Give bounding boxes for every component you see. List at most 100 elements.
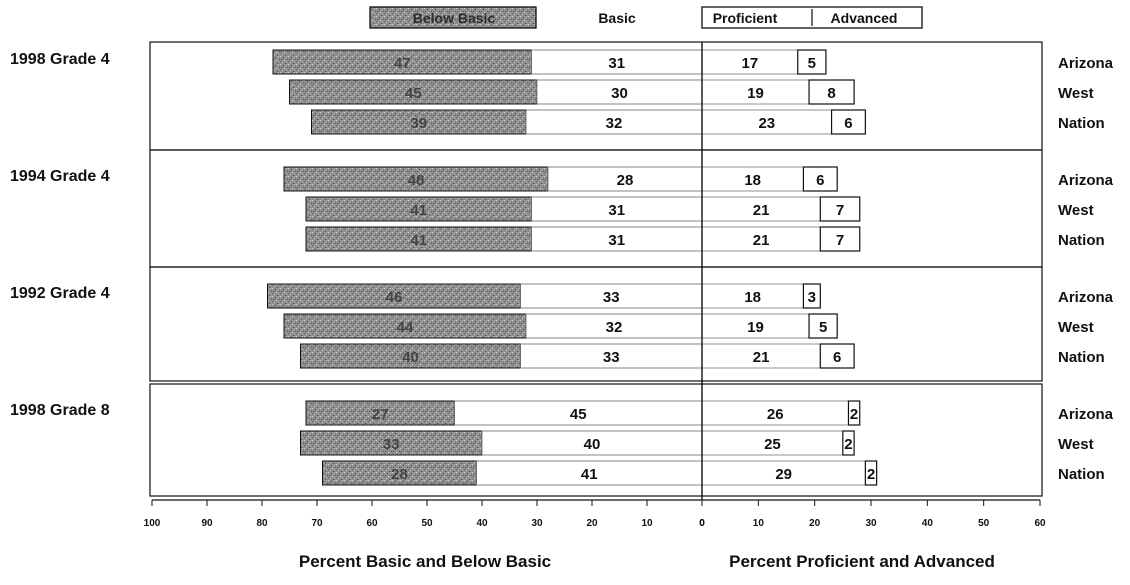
left-axis-tick-label: 90: [201, 518, 213, 529]
bar-basic: [536, 79, 703, 105]
bar-below-basic: [283, 166, 549, 192]
value-proficient: 29: [775, 466, 792, 483]
value-basic: 31: [608, 55, 625, 72]
bar-basic: [525, 313, 703, 339]
value-advanced: 8: [827, 85, 835, 102]
x-axis-label-right: Percent Proficient and Advanced: [729, 552, 995, 571]
value-basic: 28: [617, 172, 634, 189]
right-axis-tick-label: 0: [699, 518, 705, 529]
left-axis-tick-label: 20: [586, 518, 598, 529]
group-label: 1994 Grade 4: [10, 168, 110, 185]
bar-advanced: [819, 226, 861, 252]
value-proficient: 18: [744, 289, 761, 306]
bar-advanced: [819, 343, 855, 369]
bar-basic: [481, 430, 703, 456]
jurisdiction-label: West: [1058, 202, 1094, 219]
value-advanced: 2: [844, 436, 852, 453]
value-basic: 32: [606, 115, 623, 132]
right-axis-tick-label: 30: [865, 518, 877, 529]
bar-proficient: [701, 79, 810, 105]
legend-label-advanced: Advanced: [831, 10, 898, 26]
bar-advanced: [797, 49, 827, 75]
legend-swatch-below-basic: [369, 6, 537, 29]
value-advanced: 3: [808, 289, 816, 306]
value-advanced: 5: [819, 319, 827, 336]
jurisdiction-label: West: [1058, 319, 1094, 336]
value-proficient: 19: [747, 85, 764, 102]
left-axis-tick-label: 60: [366, 518, 378, 529]
left-axis-tick-label: 100: [144, 518, 161, 529]
value-basic: 32: [606, 319, 623, 336]
value-below-basic: 33: [383, 436, 400, 453]
bar-proficient: [701, 283, 804, 309]
left-axis-tick-label: 70: [311, 518, 323, 529]
value-proficient: 21: [753, 202, 770, 219]
jurisdiction-label: Nation: [1058, 349, 1105, 366]
legend: Below Basic Basic Proficient Advanced: [369, 6, 923, 29]
legend-label-proficient: Proficient: [713, 10, 778, 26]
value-below-basic: 44: [397, 319, 414, 336]
value-below-basic: 46: [386, 289, 403, 306]
jurisdiction-label: Nation: [1058, 466, 1105, 483]
bar-proficient: [701, 400, 849, 426]
value-advanced: 7: [836, 202, 844, 219]
right-axis-tick-label: 20: [809, 518, 821, 529]
left-axis-tick-label: 40: [476, 518, 488, 529]
left-axis-tick-label: 0: [699, 518, 705, 529]
jurisdiction-label: Nation: [1058, 115, 1105, 132]
bar-advanced: [819, 196, 861, 222]
right-axis-tick-label: 40: [922, 518, 934, 529]
group-label: 1998 Grade 4: [10, 51, 110, 68]
labels-layer: 1998 Grade 4 47 31 17 5 Arizona 45 30 19 8 West 39 3…: [10, 51, 1114, 483]
jurisdiction-label: Arizona: [1058, 289, 1114, 306]
bar-below-basic: [272, 49, 532, 75]
group-frames: [149, 41, 1043, 497]
left-axis-tick-label: 10: [641, 518, 653, 529]
value-advanced: 7: [836, 232, 844, 249]
bar-basic: [547, 166, 703, 192]
value-basic: 41: [581, 466, 598, 483]
bar-below-basic: [289, 79, 538, 105]
value-basic: 45: [570, 406, 587, 423]
value-proficient: 23: [758, 115, 775, 132]
left-axis-tick-label: 50: [421, 518, 433, 529]
value-advanced: 6: [816, 172, 824, 189]
bar-basic: [520, 343, 703, 369]
bar-proficient: [701, 226, 821, 252]
bars-layer: [267, 49, 878, 486]
right-axis-tick-label: 60: [1034, 518, 1046, 529]
value-basic: 31: [608, 202, 625, 219]
bar-advanced: [864, 460, 878, 486]
value-below-basic: 48: [408, 172, 425, 189]
group-frame: [149, 266, 1043, 382]
group-frame: [149, 383, 1043, 497]
bar-below-basic: [305, 226, 532, 252]
value-below-basic: 27: [372, 406, 389, 423]
jurisdiction-label: Arizona: [1058, 172, 1114, 189]
axes-layer: 100 90 80 70 60 50 40 30 20 10 00 10 20 30 40 50 60: [144, 42, 1046, 529]
value-below-basic: 41: [410, 202, 427, 219]
value-basic: 33: [603, 289, 620, 306]
value-advanced: 2: [850, 406, 858, 423]
value-proficient: 25: [764, 436, 781, 453]
value-below-basic: 39: [410, 115, 427, 132]
value-proficient: 18: [744, 172, 761, 189]
value-proficient: 21: [753, 349, 770, 366]
group-label: 1998 Grade 8: [10, 402, 110, 419]
bar-proficient: [701, 460, 866, 486]
value-below-basic: 47: [394, 55, 411, 72]
value-basic: 31: [608, 232, 625, 249]
bar-advanced: [830, 109, 866, 135]
bar-basic: [531, 226, 703, 252]
bar-below-basic: [267, 283, 521, 309]
value-proficient: 26: [767, 406, 784, 423]
value-advanced: 6: [844, 115, 852, 132]
bar-advanced: [802, 283, 821, 309]
legend-label-below-basic: Below Basic: [413, 10, 496, 26]
jurisdiction-label: Arizona: [1058, 55, 1114, 72]
value-proficient: 17: [742, 55, 759, 72]
bar-proficient: [701, 430, 844, 456]
bar-proficient: [701, 313, 810, 339]
